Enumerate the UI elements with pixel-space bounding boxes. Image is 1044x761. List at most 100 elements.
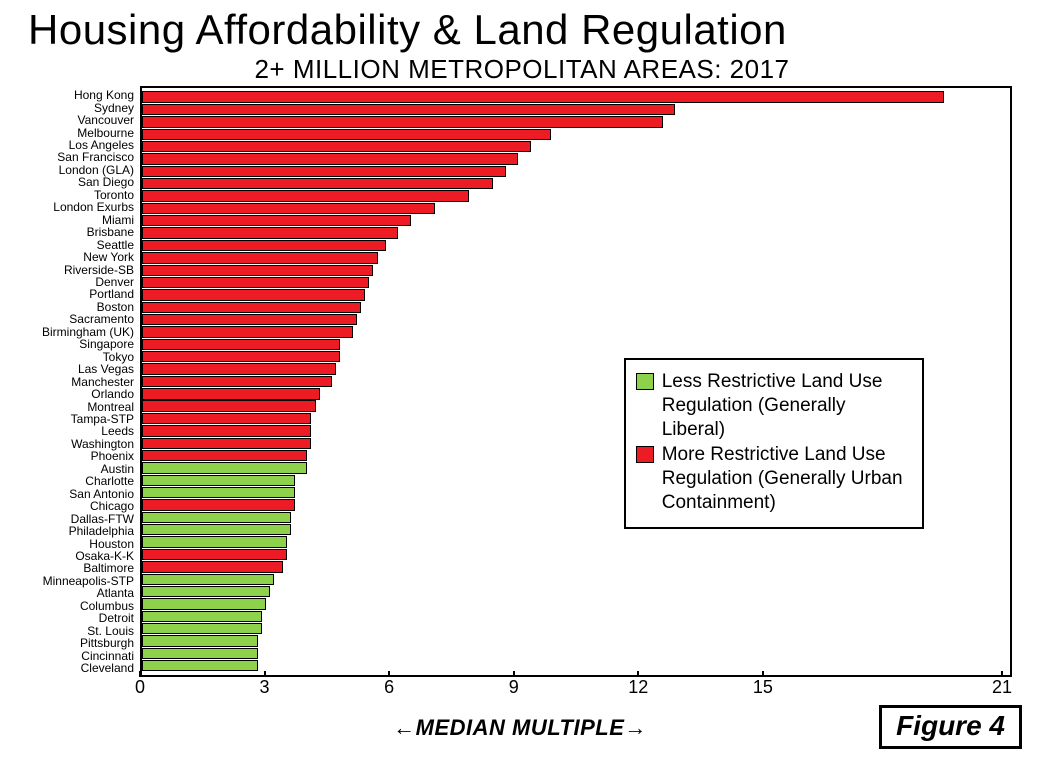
bar (142, 203, 435, 214)
legend-swatch (636, 446, 654, 463)
y-axis-label: Washington (18, 438, 138, 450)
plot-area: Less Restrictive Land Use Regulation (Ge… (140, 86, 1012, 677)
y-axis-label: Riverside-SB (18, 263, 138, 275)
bar (142, 190, 469, 201)
bar (142, 227, 398, 238)
y-axis-label: Austin (18, 463, 138, 475)
bar-row (142, 313, 1010, 325)
x-axis-tick: 21 (992, 677, 1012, 698)
y-axis-label: Melbourne (18, 126, 138, 138)
bar (142, 487, 295, 498)
y-axis-label: Vancouver (18, 114, 138, 126)
bar (142, 252, 378, 263)
bar (142, 586, 270, 597)
bar (142, 524, 291, 535)
bar (142, 635, 258, 646)
bar (142, 598, 266, 609)
bar-row (142, 202, 1010, 214)
y-axis-label: Seattle (18, 238, 138, 250)
y-axis-label: Houston (18, 537, 138, 549)
bar-row (142, 227, 1010, 239)
y-axis-label: Brisbane (18, 226, 138, 238)
y-axis-label: Osaka-K-K (18, 550, 138, 562)
bar (142, 648, 258, 659)
y-axis-label: Phoenix (18, 450, 138, 462)
y-axis-label: Pittsburgh (18, 637, 138, 649)
y-axis-label: Charlotte (18, 475, 138, 487)
y-axis-label: St. Louis (18, 624, 138, 636)
chart-area: Hong KongSydneyVancouverMelbourneLos Ang… (18, 86, 1022, 705)
x-axis-tick: 9 (509, 677, 519, 698)
bar-row (142, 660, 1010, 672)
bar (142, 425, 311, 436)
legend-item: Less Restrictive Land Use Regulation (Ge… (636, 370, 912, 441)
y-axis-label: Manchester (18, 375, 138, 387)
y-axis-label: Denver (18, 276, 138, 288)
bar-row (142, 116, 1010, 128)
bar-row (142, 140, 1010, 152)
bar-row (142, 573, 1010, 585)
bar (142, 240, 386, 251)
bar-row (142, 610, 1010, 622)
x-axis: 0369121521 (140, 677, 1012, 705)
x-axis-tick: 12 (628, 677, 648, 698)
y-axis-label: Tampa-STP (18, 413, 138, 425)
y-axis-label: Hong Kong (18, 89, 138, 101)
bar-row (142, 585, 1010, 597)
bar (142, 215, 411, 226)
y-axis-label: Leeds (18, 425, 138, 437)
x-axis-title: ←MEDIAN MULTIPLE→ (18, 715, 1022, 741)
bar-row (142, 536, 1010, 548)
y-axis-label: London (GLA) (18, 164, 138, 176)
bar (142, 277, 369, 288)
legend-item: More Restrictive Land Use Regulation (Ge… (636, 443, 912, 514)
bar-row (142, 165, 1010, 177)
bar (142, 549, 287, 560)
bar (142, 376, 332, 387)
y-axis-label: Chicago (18, 500, 138, 512)
bar (142, 611, 262, 622)
bar (142, 129, 551, 140)
y-axis-label: Miami (18, 214, 138, 226)
legend-text: More Restrictive Land Use Regulation (Ge… (662, 443, 912, 514)
bar-row (142, 264, 1010, 276)
bar (142, 351, 340, 362)
page-title: Housing Affordability & Land Regulation (0, 6, 1044, 54)
bar-row (142, 215, 1010, 227)
legend-swatch (636, 373, 654, 390)
x-axis-tick: 0 (135, 677, 145, 698)
bar (142, 438, 311, 449)
bar (142, 561, 283, 572)
y-axis-label: Birmingham (UK) (18, 326, 138, 338)
y-axis-label: San Antonio (18, 488, 138, 500)
y-axis-label: Tokyo (18, 351, 138, 363)
bar (142, 116, 663, 127)
bar (142, 91, 944, 102)
bar-row (142, 338, 1010, 350)
bar (142, 141, 531, 152)
bar (142, 536, 287, 547)
bar (142, 289, 365, 300)
bar (142, 302, 361, 313)
y-axis-label: Dallas-FTW (18, 512, 138, 524)
y-axis-label: San Diego (18, 176, 138, 188)
y-axis-label: Los Angeles (18, 139, 138, 151)
y-axis-label: Minneapolis-STP (18, 575, 138, 587)
bar (142, 388, 320, 399)
bar (142, 104, 675, 115)
y-axis-label: Las Vegas (18, 363, 138, 375)
y-axis-label: Sydney (18, 101, 138, 113)
bar (142, 314, 357, 325)
bar (142, 660, 258, 671)
bar (142, 339, 340, 350)
x-axis-tick: 15 (753, 677, 773, 698)
bar-row (142, 635, 1010, 647)
bar (142, 400, 316, 411)
bar-row (142, 103, 1010, 115)
x-axis-tick: 3 (260, 677, 270, 698)
bar-row (142, 561, 1010, 573)
bar (142, 450, 307, 461)
bar (142, 512, 291, 523)
y-axis-label: Singapore (18, 338, 138, 350)
bar (142, 178, 493, 189)
